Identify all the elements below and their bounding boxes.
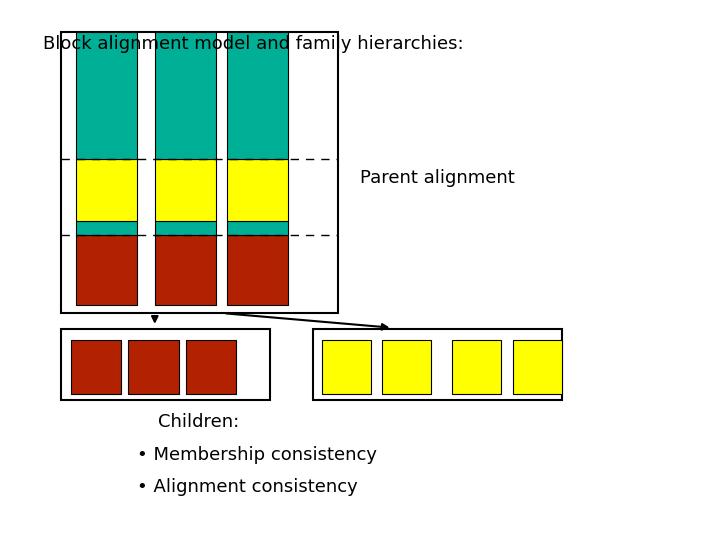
Text: Block alignment model and family hierarchies:: Block alignment model and family hierarc… — [43, 35, 464, 53]
Text: Parent alignment: Parent alignment — [360, 169, 515, 187]
Bar — [61, 32, 338, 313]
Bar — [186, 340, 236, 394]
Bar — [227, 159, 288, 221]
Text: • Membership consistency: • Membership consistency — [137, 446, 377, 463]
Bar — [155, 159, 216, 221]
Bar — [313, 329, 562, 400]
Bar — [452, 340, 501, 394]
Bar — [513, 340, 562, 394]
Bar — [76, 159, 137, 221]
Bar — [155, 235, 216, 305]
Bar — [76, 221, 137, 235]
Bar — [322, 340, 371, 394]
Bar — [76, 235, 137, 305]
Bar — [71, 340, 121, 394]
Text: • Alignment consistency: • Alignment consistency — [137, 478, 358, 496]
Text: Children:: Children: — [158, 413, 240, 431]
Bar — [128, 340, 179, 394]
Bar — [61, 329, 270, 400]
Bar — [155, 32, 216, 159]
Bar — [382, 340, 431, 394]
Bar — [227, 221, 288, 235]
Bar — [76, 32, 137, 159]
Bar — [227, 32, 288, 159]
Bar — [155, 221, 216, 235]
Bar — [227, 235, 288, 305]
